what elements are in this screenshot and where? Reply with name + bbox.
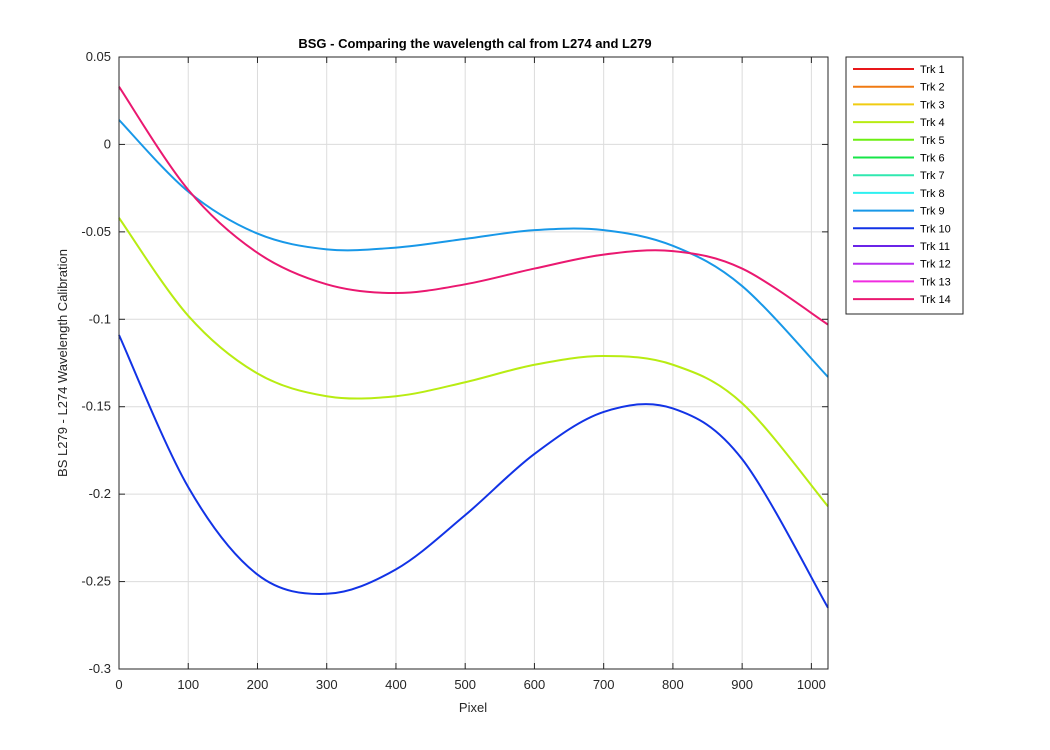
legend-label: Trk 8 bbox=[920, 188, 945, 200]
y-tick-label: -0.15 bbox=[81, 399, 111, 414]
x-tick-label: 1000 bbox=[797, 677, 826, 692]
legend-label: Trk 14 bbox=[920, 294, 951, 306]
legend: Trk 1 Trk 2 Trk 3 Trk 4 Trk 5 Trk 6 Trk 7 Trk 8… bbox=[845, 56, 964, 315]
x-axis-label: Pixel bbox=[459, 700, 487, 715]
plot-frame bbox=[118, 56, 829, 670]
series-line-trk-9 bbox=[118, 119, 829, 378]
x-tick-label: 0 bbox=[115, 677, 122, 692]
y-tick-label: -0.3 bbox=[89, 661, 111, 676]
x-tick-label: 600 bbox=[524, 677, 546, 692]
legend-label: Trk 7 bbox=[920, 170, 945, 182]
legend-label: Trk 12 bbox=[920, 259, 951, 271]
axis-ticks: 0 100 200 300 400 500 600 700 800 900 1000 -0.3 -0.2… bbox=[81, 49, 828, 692]
y-tick-label: 0.05 bbox=[86, 49, 111, 64]
legend-label: Trk 9 bbox=[920, 206, 945, 218]
legend-box bbox=[845, 56, 964, 315]
series-line-trk-10 bbox=[118, 334, 829, 609]
y-axis-label: BS L279 - L274 Wavelength Calibration bbox=[55, 249, 70, 477]
y-tick-label: -0.1 bbox=[89, 311, 111, 326]
x-tick-label: 900 bbox=[731, 677, 753, 692]
x-tick-label: 100 bbox=[177, 677, 199, 692]
legend-label: Trk 2 bbox=[920, 82, 945, 94]
plot-area bbox=[119, 57, 828, 669]
legend-label: Trk 11 bbox=[920, 241, 950, 253]
x-tick-label: 700 bbox=[593, 677, 615, 692]
legend-label: Trk 4 bbox=[920, 117, 945, 129]
series-line-trk-14 bbox=[118, 86, 829, 326]
x-tick-label: 200 bbox=[247, 677, 269, 692]
legend-label: Trk 13 bbox=[920, 276, 951, 288]
x-tick-label: 800 bbox=[662, 677, 684, 692]
legend-label: Trk 3 bbox=[920, 99, 945, 111]
series-line-trk-4 bbox=[118, 217, 829, 508]
x-tick-label: 500 bbox=[454, 677, 476, 692]
legend-label: Trk 5 bbox=[920, 135, 945, 147]
legend-label: Trk 1 bbox=[920, 64, 945, 76]
chart-title: BSG - Comparing the wavelength cal from … bbox=[298, 36, 651, 51]
y-tick-label: 0 bbox=[104, 136, 111, 151]
x-tick-label: 300 bbox=[316, 677, 338, 692]
y-tick-label: -0.25 bbox=[81, 574, 111, 589]
x-tick-label: 400 bbox=[385, 677, 407, 692]
legend-label: Trk 6 bbox=[920, 153, 945, 165]
y-tick-label: -0.05 bbox=[81, 224, 111, 239]
legend-label: Trk 10 bbox=[920, 223, 951, 235]
grid bbox=[119, 57, 828, 669]
y-tick-label: -0.2 bbox=[89, 486, 111, 501]
series-lines bbox=[118, 86, 829, 609]
